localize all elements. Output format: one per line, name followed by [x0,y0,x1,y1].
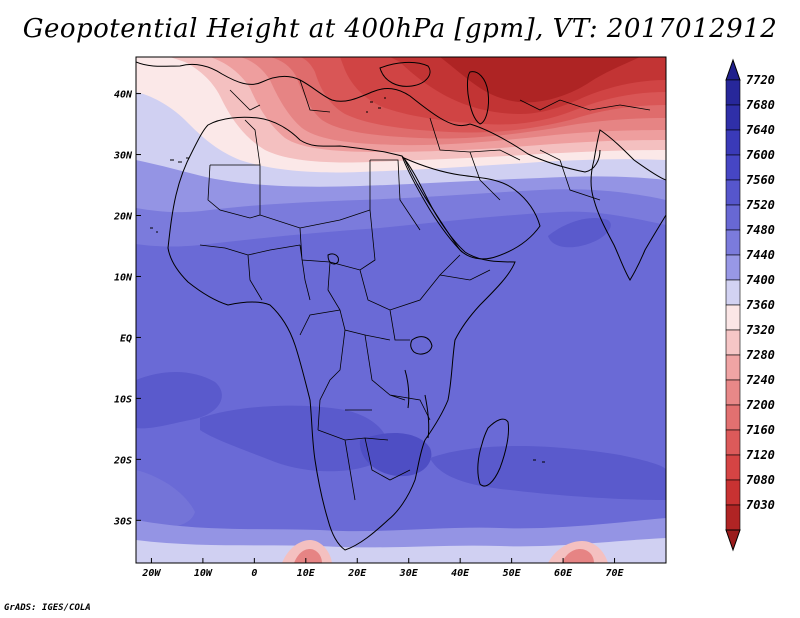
x-tick-label: 10E [297,568,316,579]
y-axis: 40N 30N 20N 10N EQ 10S 20S 30S [113,90,141,527]
mauritius-reunion [533,459,545,463]
colorbar-swatch [725,104,741,131]
colorbar-swatch [725,204,741,231]
colorbar-bottom-arrow [725,529,741,552]
colorbar-swatch [725,354,741,381]
colorbar-label: 7240 [746,373,775,387]
patch-7280-south-east [562,549,594,563]
y-tick-label: 30N [113,151,133,162]
x-tick-label: 40E [451,568,470,579]
colorbar-label: 7520 [746,198,775,212]
x-tick-label: 60E [554,568,573,579]
colorbar-swatch [725,154,741,181]
y-tick-label: 10N [114,272,133,283]
grads-credit: GrADS: IGES/COLA [4,603,91,613]
colorbar-swatch [725,504,741,531]
cape-verde-islands [150,227,158,233]
lake-tanganyika [404,369,410,409]
patch-7520-arabia [548,217,611,248]
colorbar-label: 7160 [746,423,775,437]
band-7030 [440,57,640,103]
colorbar-swatch [725,229,741,256]
canary-islands [170,157,189,163]
x-tick-label: 0 [251,568,257,579]
colorbar-label: 7720 [746,73,775,87]
colorbar-label: 7120 [746,448,775,462]
colorbar: 7720 7680 7640 7600 7560 7520 7480 7440 7400 7360… [725,58,775,552]
colorbar-label: 7080 [746,473,775,487]
colorbar-swatch [725,79,741,106]
colorbar-swatch [725,254,741,281]
colorbar-label: 7600 [746,148,775,162]
x-tick-label: 20E [347,568,367,579]
shaded-height-field [136,57,666,563]
colorbar-label: 7440 [746,248,775,262]
patch-7520-southeast [430,445,666,500]
y-tick-label: 10S [114,394,132,405]
colorbar-label: 7640 [746,123,775,137]
y-tick-label: 30S [113,516,132,527]
plot-frame [135,56,667,564]
arabia-coastline [402,157,541,260]
iran-coastline [469,123,601,173]
patch-7520-southwest [136,371,222,429]
map-title: Geopotential Height at 400hPa [gpm], VT:… [22,14,778,44]
colorbar-swatch [725,329,741,356]
colorbar-swatch [725,379,741,406]
colorbar-label: 7480 [746,223,775,237]
india-coastline [590,129,666,281]
y-tick-label: 20S [113,455,132,466]
colorbar-swatch [725,404,741,431]
colorbar-label: 7320 [746,323,775,337]
red-sea-coastline [401,155,463,253]
colorbar-label: 7030 [746,498,775,512]
colorbar-label: 7360 [746,298,775,312]
colorbar-swatch [725,129,741,156]
patch-7520-south-central [200,405,389,472]
x-tick-label: 70E [606,568,625,579]
madagascar-coastline [477,418,509,487]
x-tick-label: 10W [194,568,213,579]
colorbar-swatch [725,454,741,481]
europe-coastline [136,61,471,127]
colorbar-swatch [725,479,741,506]
colorbar-top-arrow [725,58,741,81]
colorbar-label: 7280 [746,348,775,362]
colorbar-label: 7200 [746,398,775,412]
caspian-sea-coastline [466,71,489,125]
colorbar-swatch [725,304,741,331]
greek-islands [366,97,386,113]
y-tick-label: EQ [120,333,132,344]
patch-7280-south-west [294,549,322,563]
colorbar-swatch [725,429,741,456]
lake-victoria [410,336,433,355]
coastlines-and-borders [136,61,666,551]
y-tick-label: 20N [113,212,133,223]
black-sea-coastline [379,61,431,87]
country-borders [199,79,651,501]
patch-7480-southwest-edge [136,470,195,528]
colorbar-swatch [725,279,741,306]
colorbar-label: 7680 [746,98,775,112]
lake-chad [327,253,339,265]
y-tick-label: 40N [114,90,133,101]
x-tick-label: 50E [503,568,522,579]
x-tick-label: 30E [399,568,419,579]
x-tick-label: 20W [141,568,161,579]
colorbar-label: 7400 [746,273,775,287]
colorbar-label: 7560 [746,173,775,187]
band-7400-south [136,538,666,563]
colorbar-swatch [725,179,741,206]
x-axis: 20W 10W 0 10E 20E 30E 40E 50E 60E 70E [141,558,625,579]
patch-7560-south [359,433,432,477]
